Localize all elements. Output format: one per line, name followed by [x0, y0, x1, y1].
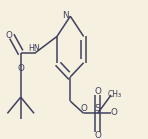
Text: O: O	[6, 31, 13, 40]
Text: O: O	[94, 87, 101, 96]
Text: HN: HN	[28, 44, 40, 54]
Text: O: O	[80, 104, 87, 113]
Text: O: O	[17, 64, 24, 73]
Text: O: O	[94, 131, 101, 139]
Text: N: N	[63, 11, 69, 20]
Text: S: S	[95, 104, 100, 113]
Text: CH₃: CH₃	[108, 90, 122, 99]
Text: O: O	[111, 108, 118, 117]
